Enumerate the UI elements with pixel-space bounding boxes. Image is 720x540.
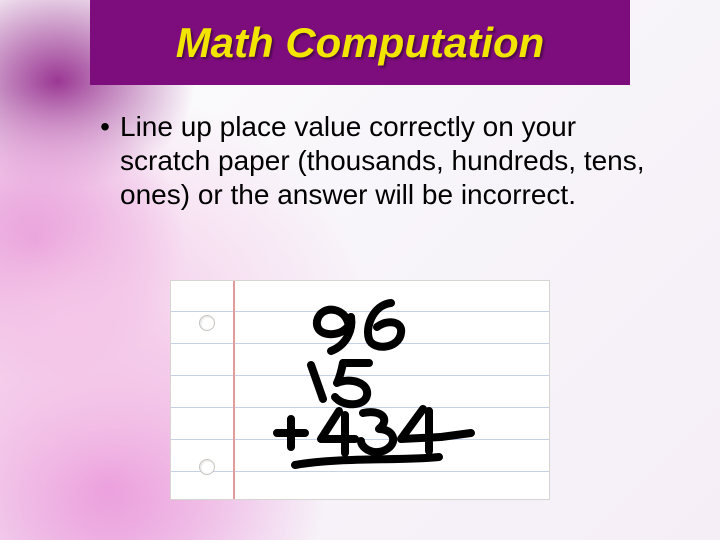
- digit-4a: [321, 411, 355, 453]
- digit-5: [335, 363, 369, 404]
- title-box: Math Computation: [90, 0, 630, 85]
- paper-hole: [199, 315, 215, 331]
- digit-9: [317, 310, 352, 351]
- stroke-trail: [441, 433, 471, 437]
- paper-margin-line: [233, 281, 235, 499]
- sum-underline: [295, 457, 439, 465]
- paper-hole: [199, 459, 215, 475]
- plus-sign: [277, 419, 305, 447]
- bullet-text: Line up place value correctly on your sc…: [120, 110, 650, 212]
- lined-paper: [170, 280, 550, 500]
- digit-4b: [401, 409, 441, 451]
- slide-title: Math Computation: [176, 19, 545, 67]
- digit-1: [311, 365, 323, 399]
- handwritten-math: [251, 285, 531, 495]
- bullet-marker: •: [90, 110, 120, 144]
- bullet-block: • Line up place value correctly on your …: [90, 110, 650, 212]
- bullet-item: • Line up place value correctly on your …: [90, 110, 650, 212]
- digit-6: [368, 303, 401, 347]
- digit-3: [361, 412, 393, 452]
